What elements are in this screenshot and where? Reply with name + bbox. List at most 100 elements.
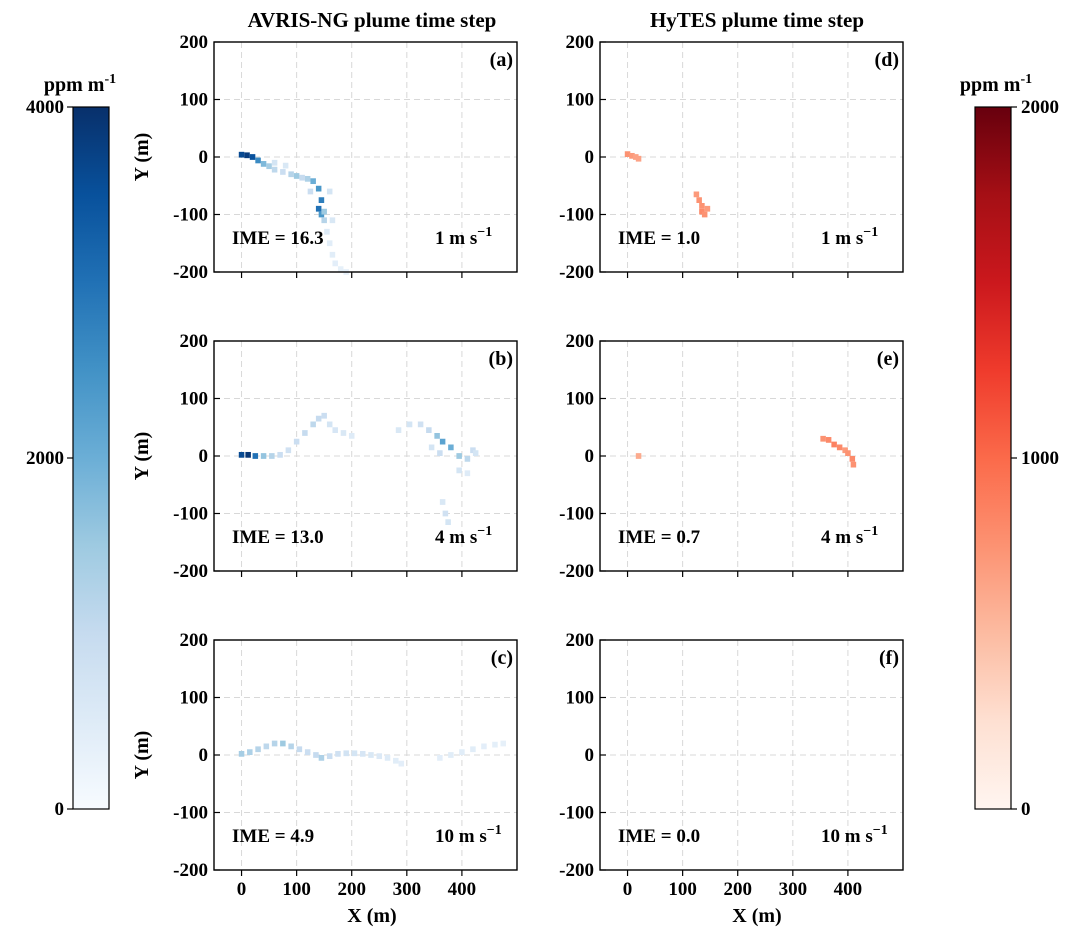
colorbar-tick-label: 2000	[1021, 97, 1059, 118]
plume-pixel	[470, 746, 476, 753]
colorbar-right: ppm m-1 0 1000 2000	[960, 72, 1059, 820]
ime-annotation: IME = 4.9	[232, 826, 314, 847]
wind-annotation: 4 m s−1	[435, 524, 492, 548]
plume-pixel	[332, 260, 338, 267]
plume-pixel	[500, 740, 506, 747]
plume-pixel	[459, 749, 465, 755]
plume-pixel	[249, 154, 256, 160]
x-tick-label: 300	[779, 879, 808, 900]
plume-pixel	[635, 453, 642, 459]
plume-pixel	[464, 470, 471, 477]
plume-pixel	[329, 251, 336, 258]
panel-label: (c)	[491, 647, 513, 669]
plume-pixel	[263, 743, 270, 750]
y-tick-label: -100	[173, 504, 208, 525]
xlabel-right: X (m)	[732, 905, 781, 927]
y-tick-label: 0	[199, 745, 209, 766]
plume-pixel	[255, 157, 261, 164]
x-tick-label: 200	[337, 879, 366, 900]
y-tick-label: -100	[173, 803, 208, 824]
plume-pixel	[310, 178, 316, 185]
plume-pixel	[442, 510, 449, 517]
plume-pixel	[701, 211, 708, 218]
y-tick-label: -200	[559, 561, 594, 582]
plume-pixel	[318, 755, 325, 761]
ylabel-row1: Y (m)	[131, 133, 153, 182]
plume-pixel	[260, 161, 267, 167]
x-tick-label: 100	[282, 879, 311, 900]
wind-annotation: 10 m s−1	[821, 823, 888, 847]
plume-pixel	[282, 162, 289, 169]
plume-pixel	[359, 750, 366, 757]
plume-pixel	[285, 447, 292, 454]
y-tick-label: 200	[180, 32, 209, 53]
plume-pixel	[624, 151, 631, 157]
plume-pixel	[288, 743, 294, 750]
colorbar-left: ppm m-1 0 2000 4000	[26, 72, 116, 820]
colorbar-left-gradient	[72, 106, 110, 810]
ylabel-row2: Y (m)	[131, 432, 153, 481]
plume-pixel	[318, 197, 325, 203]
plume-pixel	[445, 519, 451, 525]
y-tick-label: 0	[199, 147, 209, 168]
plume-pixel	[326, 753, 333, 760]
x-tick-label: 400	[834, 879, 863, 900]
column-title-avris: AVRIS-NG plume time step	[248, 8, 497, 32]
plume-pixel	[280, 740, 286, 747]
plume-pixel	[439, 438, 446, 445]
plume-pixel	[384, 755, 391, 761]
panel-label: (b)	[489, 348, 513, 370]
plume-pixel	[448, 752, 454, 758]
plume-pixel	[348, 433, 355, 439]
plume-pixel	[850, 461, 857, 468]
y-tick-label: 100	[180, 688, 209, 709]
panel-label: (f)	[879, 647, 899, 669]
colorbar-tick-label: 0	[1021, 799, 1031, 820]
wind-annotation: 10 m s−1	[435, 823, 502, 847]
panel-b: -200 -100 0 100 200 (b) IME = 13.0 4 m s−1	[173, 331, 518, 582]
plume-pixel	[293, 173, 300, 179]
plume-pixel	[448, 444, 454, 451]
plume-pixel	[426, 427, 432, 433]
panel-d: -200 -100 0 100 200 (d) IME = 1.0 1 m s−1	[559, 32, 904, 283]
plume-pixel	[456, 467, 462, 474]
plume-pixel	[288, 171, 294, 178]
panel-label: (a)	[490, 49, 513, 71]
y-tick-label: 100	[566, 90, 595, 111]
plume-pixel	[315, 185, 322, 192]
x-tick-label: 300	[393, 879, 422, 900]
plume-pixel	[321, 217, 327, 224]
y-tick-label: -100	[173, 205, 208, 226]
plume-pixel	[277, 451, 283, 458]
panel-e: -200 -100 0 100 200 (e) IME = 0.7 4 m s−1	[559, 331, 904, 582]
y-tick-label: 100	[566, 688, 595, 709]
plume-pixel	[326, 188, 333, 195]
plume-pixel	[696, 197, 702, 203]
y-tick-label: 0	[585, 745, 595, 766]
plume-pixel	[395, 427, 402, 433]
colorbar-tick-label: 1000	[1021, 448, 1059, 469]
ime-annotation: IME = 0.7	[618, 527, 701, 548]
plume-pixel	[304, 175, 311, 182]
y-tick-label: -100	[559, 504, 594, 525]
colorbar-left-unit: ppm m-1	[44, 72, 116, 96]
plume-pixel	[629, 152, 635, 159]
plume-pixel	[849, 456, 856, 462]
panel-label: (d)	[875, 49, 899, 71]
plume-pixel	[266, 163, 272, 170]
ime-annotation: IME = 16.3	[232, 228, 324, 249]
plume-pixel	[269, 453, 275, 459]
y-tick-label: 100	[180, 389, 209, 410]
y-tick-label: -200	[173, 860, 208, 881]
plume-pixel	[307, 188, 314, 195]
y-tick-label: 200	[180, 630, 209, 651]
plume-pixel	[324, 228, 330, 235]
y-tick-label: -200	[559, 860, 594, 881]
plume-pixel	[635, 155, 642, 162]
plume-pixel	[351, 750, 358, 757]
y-tick-label: 100	[566, 389, 595, 410]
plume-pixel	[271, 740, 278, 747]
plume-pixel	[439, 499, 446, 505]
